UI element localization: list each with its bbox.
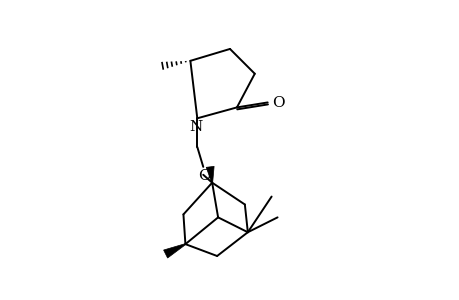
Polygon shape (163, 244, 185, 258)
Polygon shape (206, 167, 213, 183)
Text: O: O (272, 96, 285, 110)
Text: N: N (189, 120, 202, 134)
Text: O: O (197, 169, 210, 183)
